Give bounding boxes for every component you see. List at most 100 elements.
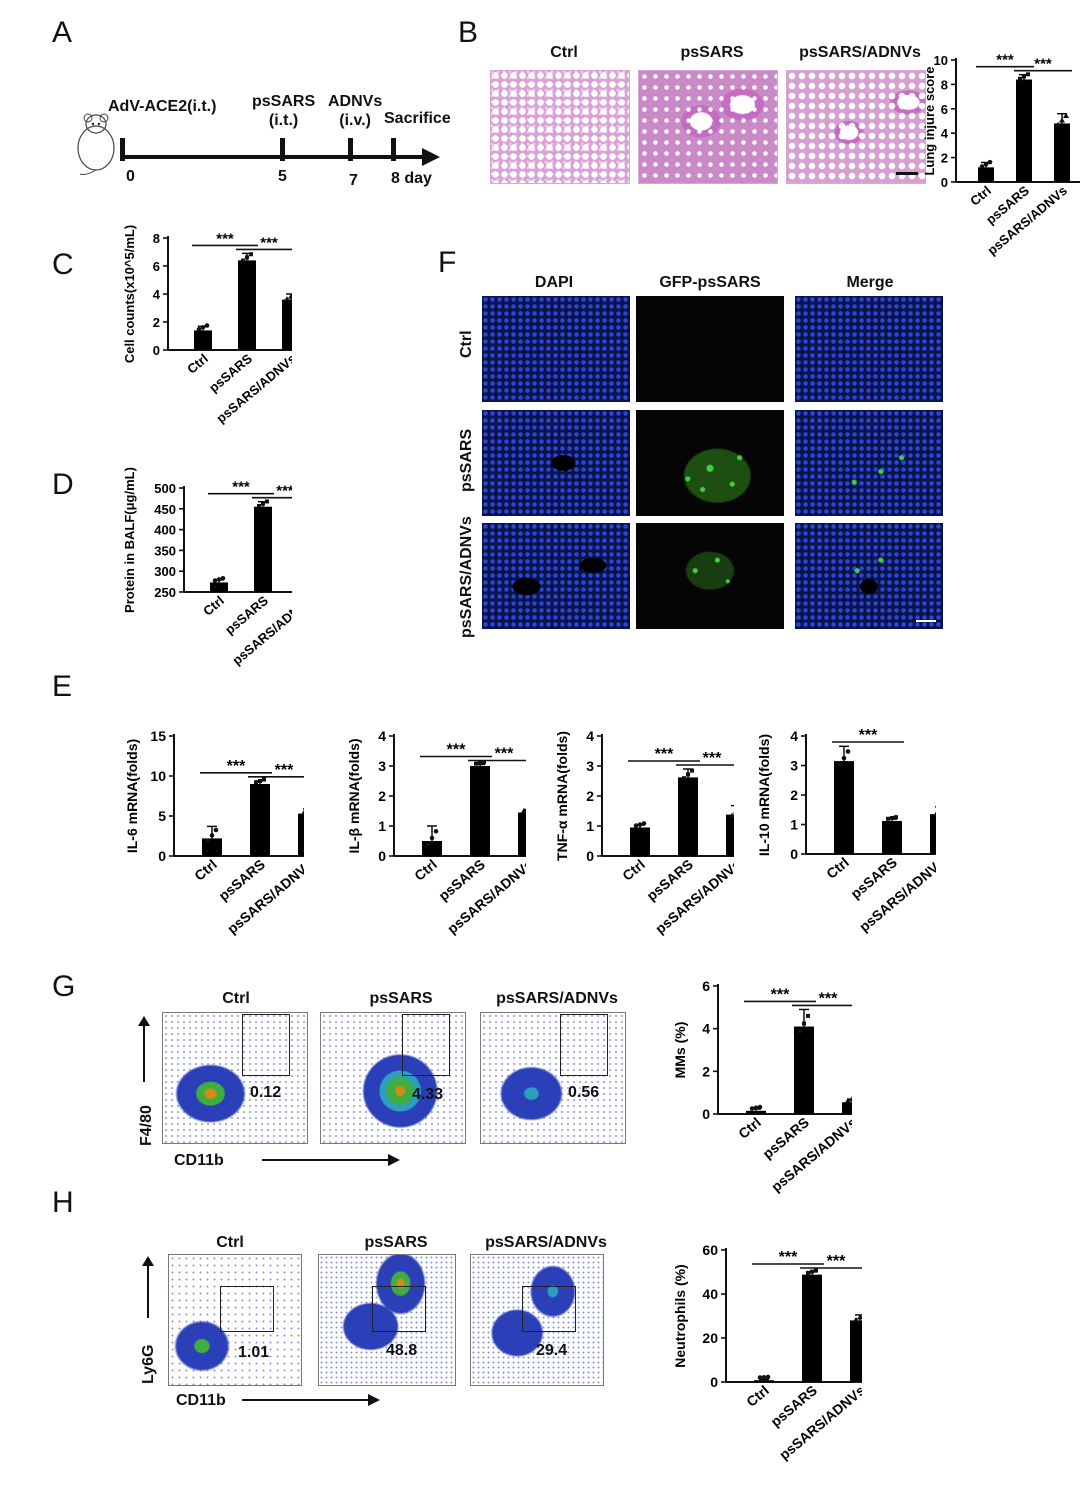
- y-tick-label: 2: [941, 151, 948, 166]
- data-point: [857, 1314, 862, 1320]
- flow-plot-ctrl: [168, 1254, 302, 1386]
- y-tick-label: 8: [941, 77, 948, 92]
- y-tick-label: 10: [150, 768, 166, 784]
- data-point: [265, 499, 269, 504]
- y-axis-label: Lung injure score: [922, 66, 937, 175]
- y-tick-label: 5: [158, 808, 166, 824]
- flow-gate-value: 29.4: [536, 1342, 568, 1359]
- flow-gate-value: 0.12: [250, 1084, 282, 1101]
- balf-protein-chart: 250 300 350 400 450 500 Protein in BALF(μg/mL)…: [122, 467, 292, 668]
- bar: [1054, 123, 1070, 182]
- category-label: Ctrl: [743, 1382, 772, 1410]
- data-point: [204, 323, 210, 328]
- y-tick-label: 3: [378, 758, 386, 774]
- data-point: [1055, 121, 1061, 127]
- data-point: [220, 576, 226, 581]
- data-point: [521, 807, 526, 813]
- bar: [194, 330, 212, 350]
- category-label: Ctrl: [619, 856, 648, 884]
- if-column-label: DAPI: [534, 274, 574, 291]
- bar: [298, 813, 304, 856]
- if-image-dapi-pssars: [482, 410, 630, 516]
- histology-image-pssars-adnvs: [786, 70, 926, 184]
- data-point: [212, 578, 218, 583]
- scale-bar: [896, 172, 918, 175]
- y-tick-label: 60: [702, 1242, 718, 1258]
- if-column-label: GFP-psSARS: [659, 274, 761, 291]
- data-point: [753, 1105, 759, 1111]
- y-axis-label: Cell counts(x10^5/mL): [122, 225, 137, 363]
- data-point: [853, 1316, 859, 1322]
- significance-label: ***: [260, 234, 278, 251]
- category-label: Ctrl: [191, 856, 220, 884]
- flow-gate-value: 1.01: [238, 1344, 270, 1361]
- bar: [850, 1320, 862, 1382]
- histology-column-label: psSARS: [680, 44, 744, 61]
- significance-label: ***: [447, 742, 466, 759]
- data-point: [841, 755, 847, 761]
- panel-letter-e: E: [52, 670, 73, 703]
- data-point: [987, 159, 993, 165]
- timeline-day: 5: [278, 168, 287, 185]
- y-tick-label: 1: [790, 817, 798, 833]
- data-point: [262, 777, 266, 782]
- significance-label: ***: [827, 1253, 846, 1270]
- timeline-day: 8 day: [391, 170, 432, 187]
- data-point: [209, 833, 215, 838]
- y-tick-label: 40: [702, 1286, 718, 1302]
- if-image-gfp-ctrl: [636, 296, 784, 402]
- significance-label: ***: [495, 746, 514, 763]
- significance-label: ***: [276, 483, 292, 500]
- y-tick-label: 500: [154, 481, 176, 496]
- y-tick-label: 1: [378, 818, 386, 834]
- y-tick-label: 400: [154, 523, 176, 538]
- data-point: [886, 816, 890, 821]
- data-point: [1022, 74, 1026, 79]
- bar: [1016, 79, 1032, 182]
- significance-label: ***: [232, 479, 250, 496]
- data-point: [429, 835, 435, 841]
- data-point: [482, 760, 486, 765]
- data-point: [686, 772, 690, 777]
- if-column-label: Merge: [846, 274, 894, 291]
- data-point: [200, 325, 206, 330]
- category-label: Ctrl: [967, 183, 994, 209]
- if-image-dapi-ctrl: [482, 296, 630, 402]
- data-point: [682, 776, 686, 781]
- timeline-step-label: ADNVs (i.v.): [328, 93, 383, 129]
- significance-label: ***: [227, 758, 246, 775]
- y-tick-label: 4: [790, 728, 798, 744]
- timeline-day: 7: [349, 172, 358, 189]
- data-point: [254, 780, 258, 785]
- if-image-gfp-pssars-adnvs: [636, 523, 784, 629]
- bar: [930, 814, 936, 854]
- category-label: Ctrl: [735, 1114, 764, 1142]
- data-point: [205, 838, 211, 844]
- bar: [882, 820, 902, 854]
- if-row-label: psSARS: [458, 428, 475, 492]
- data-point: [1018, 76, 1022, 81]
- y-tick-label: 4: [153, 287, 161, 302]
- bar: [754, 1380, 774, 1382]
- flow-y-axis-label: F4/80: [138, 1105, 155, 1146]
- y-tick-label: 0: [378, 848, 386, 864]
- x-axis-arrow: [262, 1154, 400, 1166]
- flow-column-label: psSARS/ADNVs: [485, 1234, 607, 1251]
- data-point: [845, 749, 851, 754]
- bar: [470, 766, 490, 856]
- category-label: Ctrl: [200, 593, 227, 619]
- flow-column-label: psSARS: [369, 990, 433, 1007]
- significance-label: ***: [1034, 56, 1052, 73]
- y-tick-label: 3: [790, 758, 798, 774]
- y-tick-label: 1: [586, 818, 594, 834]
- data-point: [258, 779, 262, 783]
- data-point: [1026, 72, 1030, 77]
- bar: [794, 1026, 814, 1114]
- data-point: [478, 761, 482, 765]
- data-point: [798, 1029, 802, 1034]
- histology-image-pssars: [638, 70, 778, 184]
